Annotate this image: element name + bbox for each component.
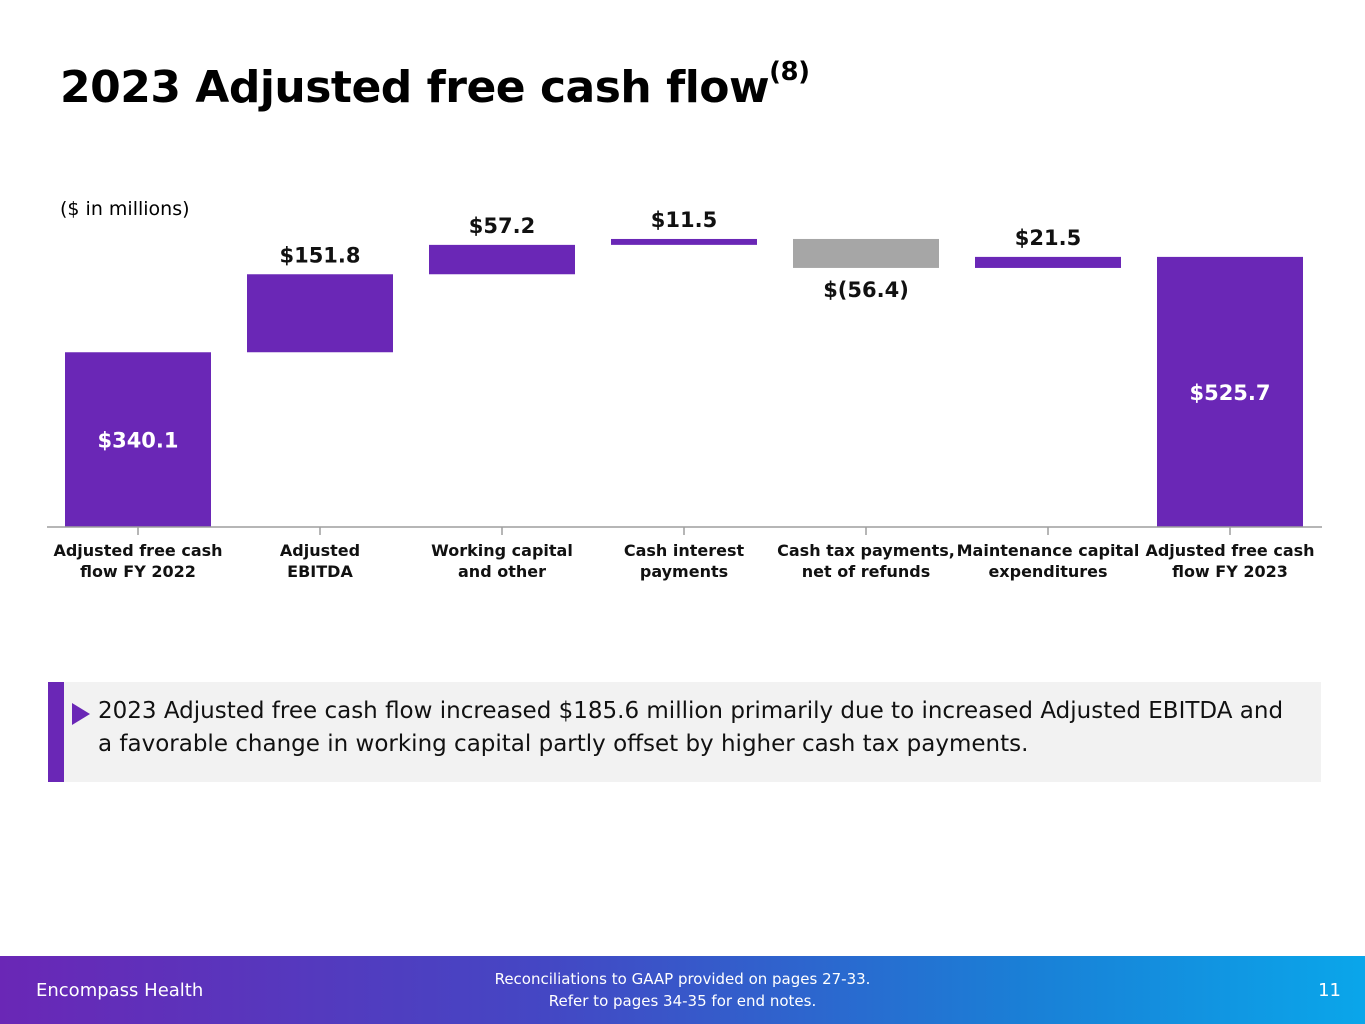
category-label-1-line-2: flow FY 2022 <box>80 562 196 581</box>
category-label-5-line-2: net of refunds <box>802 562 930 581</box>
bar-5 <box>793 238 939 268</box>
footer-brand: Encompass Health <box>36 980 204 1001</box>
bar-4 <box>611 238 757 245</box>
value-label-1: $340.1 <box>97 429 178 453</box>
units-note: ($ in millions) <box>60 198 190 220</box>
bar-1 <box>65 352 211 527</box>
value-label-2: $151.8 <box>279 243 360 267</box>
category-label-3-line-1: Working capital <box>431 541 573 560</box>
waterfall-chart: $340.1 Adjusted free cash flow FY 2022 $151… <box>47 208 1322 581</box>
category-label-6-line-2: expenditures <box>988 562 1107 581</box>
category-label-2-line-1: Adjusted <box>280 541 360 560</box>
footer-note-line-1: Reconciliations to GAAP provided on page… <box>494 970 871 988</box>
footer: Encompass Health Reconciliations to GAAP… <box>0 956 1365 1024</box>
page-title-endnote: (8) <box>769 57 810 88</box>
page-title-main: 2023 Adjusted free cash flow <box>60 62 770 113</box>
page-title: 2023 Adjusted free cash flow(8) <box>60 57 810 113</box>
value-label-4: $11.5 <box>651 208 717 232</box>
triangle-bullet-icon <box>72 703 90 725</box>
category-label-6-line-1: Maintenance capital <box>957 541 1140 560</box>
footer-note: Reconciliations to GAAP provided on page… <box>0 968 1365 1012</box>
category-label-2-line-2: EBITDA <box>287 562 353 581</box>
bar-6 <box>975 256 1121 268</box>
category-label-7-line-2: flow FY 2023 <box>1172 562 1288 581</box>
callout-accent-bar <box>48 682 64 782</box>
page-number: 11 <box>1318 980 1341 1001</box>
bar-2 <box>247 274 393 353</box>
value-label-7: $525.7 <box>1189 381 1270 405</box>
value-label-5: $(56.4) <box>823 278 909 302</box>
category-label-3-line-2: and other <box>458 562 546 581</box>
bar-3 <box>429 244 575 275</box>
value-label-6: $21.5 <box>1015 226 1081 250</box>
category-label-4-line-1: Cash interest <box>624 541 745 560</box>
category-label-1-line-1: Adjusted free cash <box>53 541 222 560</box>
summary-callout: 2023 Adjusted free cash flow increased $… <box>48 682 1321 782</box>
category-label-5-line-1: Cash tax payments, <box>777 541 955 560</box>
category-label-7-line-1: Adjusted free cash <box>1145 541 1314 560</box>
category-label-4-line-2: payments <box>640 562 728 581</box>
value-label-3: $57.2 <box>469 214 535 238</box>
callout-text: 2023 Adjusted free cash flow increased $… <box>98 698 1284 757</box>
footer-note-line-2: Refer to pages 34-35 for end notes. <box>548 992 817 1010</box>
bar-7 <box>1157 256 1303 527</box>
